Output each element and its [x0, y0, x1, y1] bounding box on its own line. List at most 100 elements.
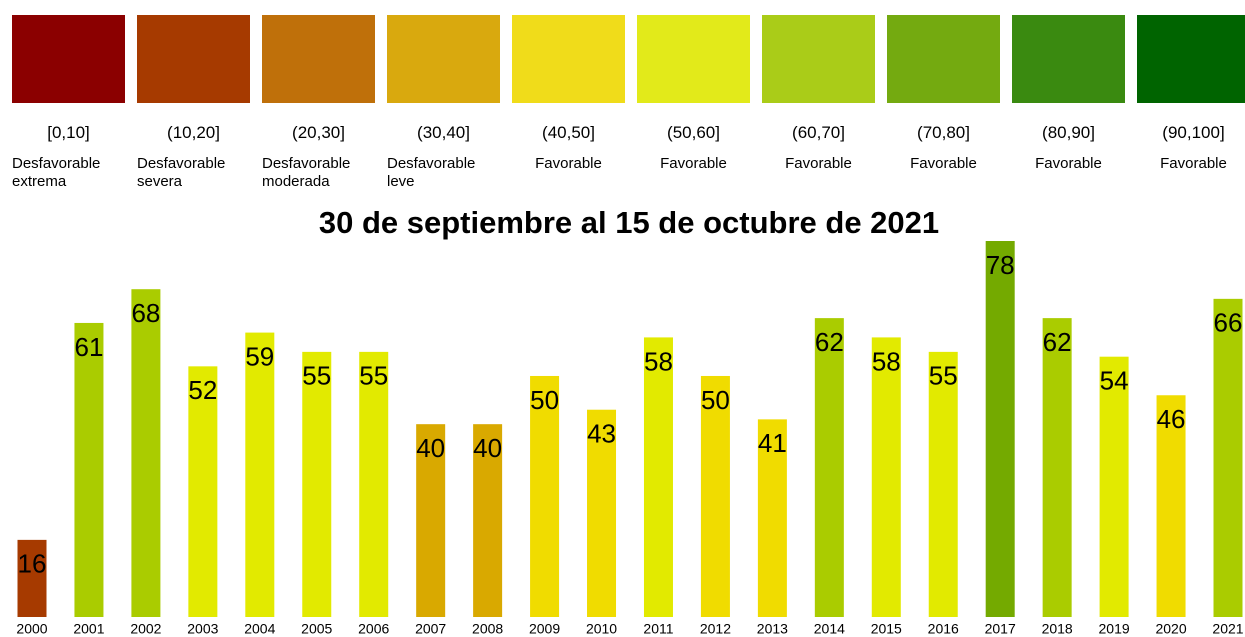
bar — [416, 424, 446, 617]
bar — [1156, 395, 1186, 617]
legend-label: Favorable — [785, 155, 852, 172]
legend-item: (40,50] Favorable — [512, 15, 625, 173]
legend-label: Desfavorable severa — [137, 155, 226, 190]
value-label: 58 — [644, 346, 673, 376]
x-tick-label: 2020 — [1155, 621, 1186, 637]
x-tick-label: 2007 — [415, 621, 446, 637]
bar — [587, 409, 617, 617]
legend-label: Favorable — [1160, 155, 1227, 172]
bar — [643, 337, 673, 617]
legend-swatch — [12, 15, 125, 103]
x-tick-label: 2013 — [757, 621, 788, 637]
value-label: 50 — [530, 385, 559, 415]
legend-range: (70,80] — [917, 123, 970, 142]
bar — [17, 539, 47, 617]
bar — [871, 337, 901, 617]
legend-swatch — [512, 15, 625, 103]
value-label: 62 — [1043, 327, 1072, 357]
value-label: 50 — [701, 385, 730, 415]
x-tick-label: 2015 — [871, 621, 902, 637]
legend-swatch — [387, 15, 500, 103]
value-label: 54 — [1100, 366, 1129, 396]
x-tick-label: 2021 — [1212, 621, 1243, 637]
bar — [700, 375, 730, 617]
legend-item: (10,20] Desfavorable severa — [137, 15, 250, 191]
x-tick-label: 2011 — [643, 621, 673, 637]
legend-range: (50,60] — [667, 123, 720, 142]
x-tick-label: 2009 — [529, 621, 560, 637]
legend-item: [0,10] Desfavorable extrema — [12, 15, 125, 191]
legend-item: (50,60] Favorable — [637, 15, 750, 173]
bar — [302, 351, 332, 617]
x-tick-label: 2019 — [1099, 621, 1130, 637]
value-label: 66 — [1214, 308, 1243, 338]
x-tick-label: 2006 — [358, 621, 389, 637]
legend-label: Desfavorable moderada — [262, 155, 351, 190]
legend-swatch — [887, 15, 1000, 103]
bar — [131, 289, 161, 617]
x-tick-label: 2012 — [700, 621, 731, 637]
x-tick-label: 2016 — [928, 621, 959, 637]
legend-range: (40,50] — [542, 123, 595, 142]
value-label: 46 — [1157, 404, 1186, 434]
legend-swatch — [637, 15, 750, 103]
legend-swatch — [762, 15, 875, 103]
legend-range: [0,10] — [47, 123, 90, 142]
x-tick-label: 2008 — [472, 621, 503, 637]
x-tick-label: 2018 — [1042, 621, 1073, 637]
bar — [74, 322, 104, 617]
value-label: 55 — [302, 361, 331, 391]
value-label: 40 — [416, 433, 445, 463]
value-label: 68 — [131, 298, 160, 328]
x-tick-label: 2005 — [301, 621, 332, 637]
bar — [814, 318, 844, 617]
value-label: 43 — [587, 419, 616, 449]
legend-range: (60,70] — [792, 123, 845, 142]
legend-swatch — [1012, 15, 1125, 103]
bar — [188, 366, 218, 617]
value-label: 41 — [758, 428, 787, 458]
bar — [757, 419, 787, 617]
legend-item: (60,70] Favorable — [762, 15, 875, 173]
legend-label: Favorable — [910, 155, 977, 172]
bar — [928, 351, 958, 617]
legend-label: Desfavorable leve — [387, 155, 476, 190]
bar — [473, 424, 503, 617]
x-tick-label: 2010 — [586, 621, 617, 637]
legend-swatch — [1137, 15, 1245, 103]
legend-label: Favorable — [1035, 155, 1102, 172]
legend-range: (80,90] — [1042, 123, 1095, 142]
value-label: 78 — [986, 250, 1015, 280]
legend-label: Favorable — [660, 155, 727, 172]
legend-label: Desfavorable extrema — [12, 155, 101, 190]
value-label: 62 — [815, 327, 844, 357]
bar — [1042, 318, 1072, 617]
bar — [359, 351, 389, 617]
x-tick-label: 2002 — [130, 621, 161, 637]
x-tick-label: 2004 — [244, 621, 275, 637]
bar — [530, 375, 560, 617]
legend-item: (20,30] Desfavorable moderada — [262, 15, 375, 191]
x-tick-label: 2017 — [985, 621, 1016, 637]
bar — [1099, 356, 1129, 617]
legend-item: (70,80] Favorable — [887, 15, 1000, 173]
legend-item: (80,90] Favorable — [1012, 15, 1125, 173]
value-label: 55 — [359, 361, 388, 391]
legend-swatch — [262, 15, 375, 103]
x-tick-label: 2001 — [73, 621, 104, 637]
legend-swatch — [137, 15, 250, 103]
value-label: 55 — [929, 361, 958, 391]
legend-range: (90,100] — [1162, 123, 1225, 142]
legend-label: Favorable — [535, 155, 602, 172]
bar — [245, 332, 275, 617]
legend-range: (20,30] — [292, 123, 345, 142]
value-label: 40 — [473, 433, 502, 463]
legend-range: (10,20] — [167, 123, 220, 142]
value-label: 59 — [245, 341, 274, 371]
bar — [985, 241, 1015, 617]
x-tick-label: 2000 — [16, 621, 47, 637]
value-label: 52 — [188, 375, 217, 405]
legend-item: (30,40] Desfavorable leve — [387, 15, 500, 191]
